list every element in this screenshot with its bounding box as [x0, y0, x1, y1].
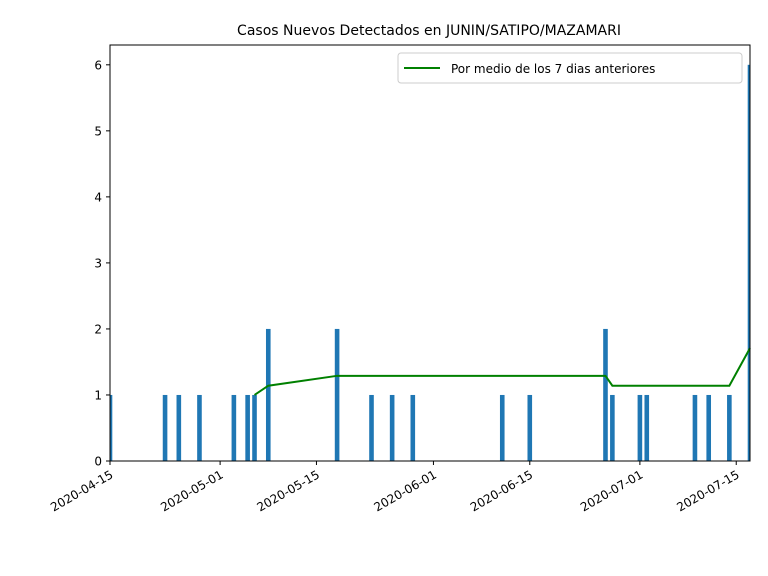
plot-area [110, 64, 751, 462]
bar [389, 394, 395, 461]
chart-title: Casos Nuevos Detectados en JUNIN/SATIPO/… [237, 23, 621, 39]
bar [231, 394, 237, 461]
bar [727, 394, 732, 461]
bar [197, 394, 202, 461]
bar [334, 328, 340, 461]
bar [176, 394, 182, 461]
bar [369, 394, 374, 461]
bar [252, 394, 257, 461]
y-tick-label: 3 [94, 256, 102, 270]
bar [747, 64, 750, 462]
y-tick-label: 0 [94, 455, 102, 469]
legend: Por medio de los 7 dias anteriores [397, 52, 743, 84]
axes-frame [109, 44, 751, 462]
bar [706, 394, 712, 461]
y-tick-label: 4 [94, 190, 102, 204]
bar [499, 394, 505, 461]
bar [245, 394, 250, 461]
legend-box [397, 52, 743, 84]
y-tick-label: 1 [94, 388, 102, 402]
bar [603, 328, 608, 461]
bar [527, 394, 533, 461]
bar [644, 394, 650, 461]
y-tick-label: 2 [94, 322, 102, 336]
y-tick-label: 6 [94, 58, 102, 72]
y-tick-label: 5 [94, 124, 102, 138]
bar [162, 394, 168, 461]
bar [410, 394, 416, 461]
bar [692, 394, 698, 461]
bar [110, 394, 113, 461]
series-line-moving-average [253, 347, 751, 396]
legend-label: Por medio de los 7 dias anteriores [451, 62, 655, 76]
bar [610, 394, 615, 461]
bar [265, 328, 271, 461]
bar [637, 394, 643, 461]
